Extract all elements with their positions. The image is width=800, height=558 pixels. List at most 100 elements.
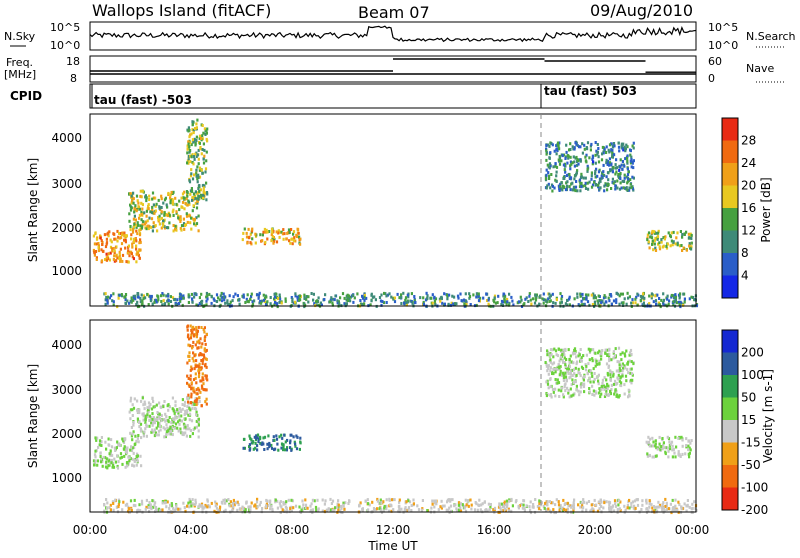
velocity-cell: [606, 385, 609, 389]
power-cell: [615, 158, 618, 162]
velocity-cell: [650, 503, 653, 507]
power-cell: [347, 294, 350, 298]
velocity-cell: [158, 422, 161, 425]
velocity-cell: [648, 437, 652, 441]
velocity-cell: [152, 405, 155, 409]
velocity-cell: [618, 394, 621, 398]
velocity-cell: [248, 445, 251, 449]
velocity-cell: [581, 367, 585, 370]
power-cell: [609, 169, 612, 173]
power-cell: [463, 302, 466, 306]
velocity-cell: [201, 372, 204, 376]
velocity-cell: [133, 498, 136, 502]
velocity-cell: [686, 503, 689, 507]
power-cell: [190, 227, 193, 231]
velocity-cell: [580, 501, 583, 505]
velocity-cell: [501, 509, 505, 513]
power-cell: [146, 224, 149, 228]
velocity-cell: [613, 354, 616, 358]
velocity-cell: [194, 397, 197, 401]
velocity-cell: [620, 384, 623, 388]
power-cell: [188, 139, 191, 143]
power-cell: [596, 299, 599, 303]
velocity-cell: [194, 399, 197, 403]
power-cell: [352, 300, 355, 304]
power-cell: [251, 302, 255, 306]
velocity-cell: [198, 341, 201, 345]
velocity-cell: [163, 427, 166, 431]
power-cell: [559, 159, 562, 163]
velocity-cell: [194, 353, 197, 357]
power-cell: [129, 225, 132, 228]
velocity-cell: [250, 501, 253, 505]
power-cell: [631, 175, 634, 179]
power-cell: [393, 296, 396, 300]
velocity-cell: [564, 373, 567, 377]
velocity-cell: [109, 508, 112, 512]
power-cell: [667, 231, 670, 235]
velocity-colorbar-swatch: [722, 375, 738, 398]
power-cell: [163, 213, 166, 217]
power-cell: [150, 225, 153, 229]
velocity-cell: [671, 498, 674, 502]
velocity-cell: [136, 410, 139, 414]
velocity-cell: [135, 463, 138, 467]
velocity-cell: [392, 508, 395, 512]
power-cell: [559, 301, 562, 305]
power-cell: [690, 245, 693, 249]
velocity-cell: [192, 378, 196, 382]
power-cell: [380, 293, 383, 297]
velocity-cell: [132, 503, 135, 507]
velocity-cell: [192, 359, 195, 363]
velocity-cell: [531, 505, 534, 509]
power-cell: [606, 188, 609, 192]
velocity-cell: [367, 502, 370, 506]
velocity-cell: [376, 497, 379, 501]
velocity-cell: [282, 445, 285, 449]
power-cell: [247, 227, 250, 231]
power-cell: [443, 292, 446, 296]
power-cell: [460, 299, 463, 303]
power-cell: [338, 302, 341, 306]
power-cell: [681, 249, 684, 252]
power-ytick-label: 1000: [51, 264, 82, 278]
power-cell: [639, 299, 642, 303]
power-cell: [190, 292, 193, 296]
velocity-cell: [606, 387, 609, 391]
power-colorbar-swatch: [722, 275, 738, 299]
power-cell: [555, 152, 558, 156]
power-cell: [135, 209, 138, 213]
velocity-cell: [598, 362, 601, 366]
velocity-cell: [158, 416, 161, 420]
velocity-cell: [184, 409, 187, 413]
velocity-cell: [629, 367, 632, 371]
velocity-cell: [275, 434, 278, 438]
power-cell: [194, 292, 197, 296]
power-cell: [613, 180, 617, 184]
velocity-cell: [592, 348, 595, 352]
power-cell: [369, 303, 372, 307]
power-cell: [140, 213, 143, 216]
power-cell: [538, 302, 541, 306]
x-tick-label: 16:00: [477, 523, 512, 537]
power-cell: [193, 295, 196, 299]
power-cell: [549, 299, 552, 303]
power-cell: [299, 237, 302, 241]
velocity-cell: [575, 355, 578, 359]
power-cell: [198, 166, 202, 170]
power-cell: [144, 226, 147, 230]
power-cell: [291, 237, 294, 241]
velocity-cell: [287, 498, 290, 502]
power-cell: [292, 230, 296, 234]
power-cell: [103, 233, 106, 237]
power-cell: [273, 303, 276, 307]
power-cell: [149, 210, 152, 214]
power-cell: [626, 173, 630, 177]
velocity-cell: [626, 367, 629, 371]
power-cell: [583, 147, 586, 151]
velocity-cell: [165, 433, 168, 437]
power-cell: [603, 189, 606, 193]
velocity-cell: [589, 349, 592, 353]
power-cell: [116, 239, 119, 243]
